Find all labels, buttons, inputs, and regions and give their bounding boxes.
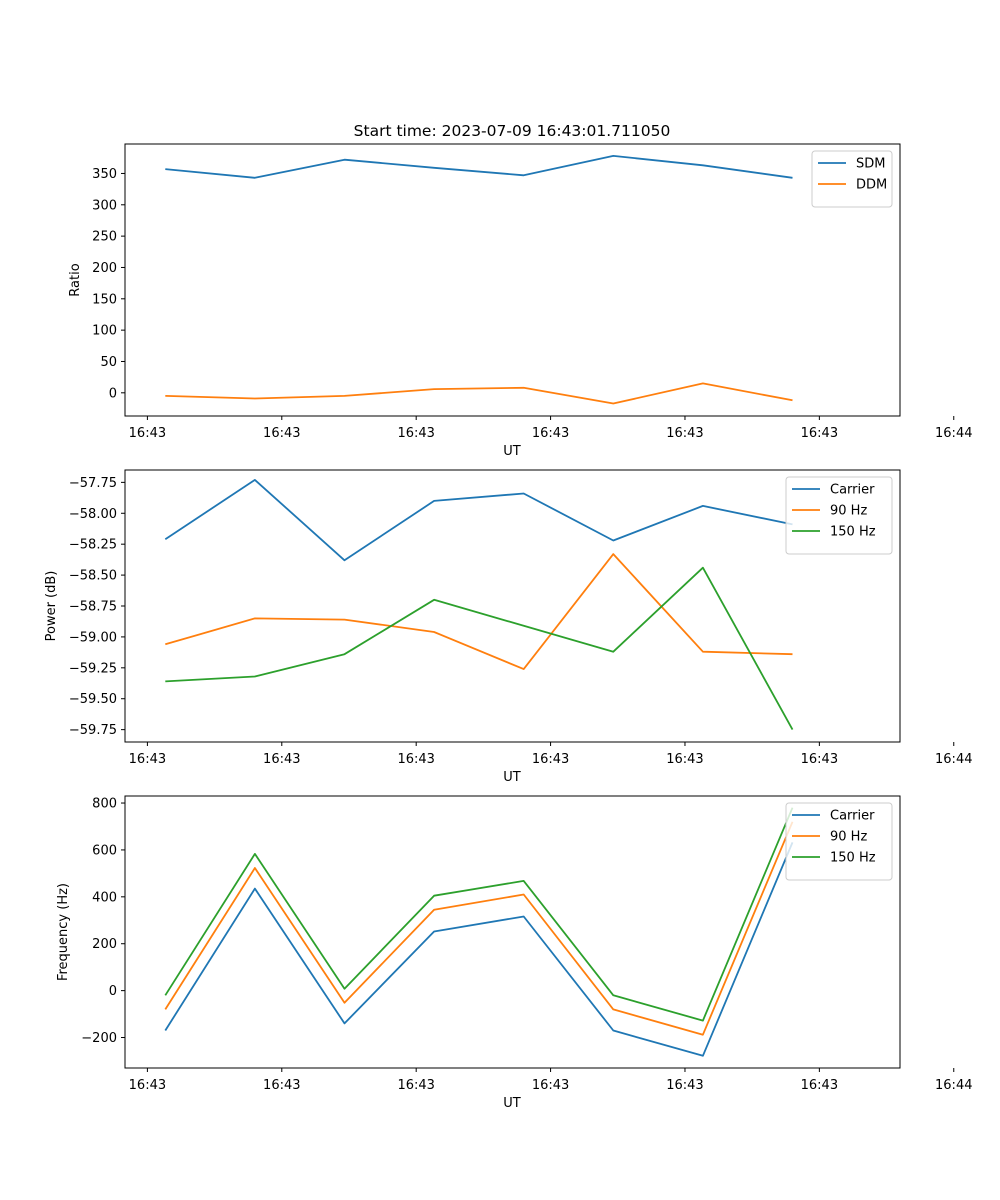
x-tick-label: 16:43	[801, 426, 838, 441]
y-axis-label: Ratio	[68, 263, 83, 296]
y-tick-label: −59.00	[69, 630, 117, 645]
x-tick-label: 16:44	[935, 752, 972, 767]
y-tick-label: −200	[81, 1031, 117, 1046]
chart-title: Start time: 2023-07-09 16:43:01.711050	[354, 122, 671, 140]
legend-entry-label: Carrier	[830, 483, 875, 498]
y-tick-label: −58.75	[69, 600, 117, 615]
y-tick-label: 200	[92, 937, 117, 952]
y-axis-label: Frequency (Hz)	[56, 883, 71, 981]
x-tick-label: 16:43	[801, 1078, 838, 1093]
y-tick-label: 300	[92, 198, 117, 213]
x-axis-label: UT	[503, 1096, 521, 1111]
x-tick-label: 16:43	[263, 752, 300, 767]
y-tick-label: −58.00	[69, 507, 117, 522]
series-line-90-hz	[165, 553, 793, 670]
legend: Carrier 90 Hz 150 Hz	[785, 476, 893, 555]
legend-entry-label: 150 Hz	[830, 525, 876, 540]
x-tick-label: 16:43	[129, 1078, 166, 1093]
legend-entry-label: 150 Hz	[830, 851, 876, 866]
axes-frame	[124, 143, 901, 417]
series-line-carrier	[164, 842, 794, 1057]
y-tick-label: 0	[109, 984, 117, 999]
legend-box	[785, 802, 893, 881]
series-line-150-hz	[165, 566, 794, 731]
x-tick-label: 16:43	[532, 752, 569, 767]
y-tick-label: −58.25	[69, 538, 117, 553]
series-line-ddm	[165, 382, 793, 405]
x-tick-label: 16:43	[666, 426, 703, 441]
y-tick-label: −59.25	[69, 661, 117, 676]
y-tick-label: −59.50	[69, 692, 117, 707]
legend-entry-label: DDM	[856, 178, 887, 193]
x-tick-label: 16:43	[129, 752, 166, 767]
legend-entry-label: Carrier	[830, 809, 875, 824]
y-tick-label: 200	[92, 261, 117, 276]
y-tick-label: 100	[92, 324, 117, 339]
x-tick-label: 16:43	[532, 1078, 569, 1093]
chart-panel-2: 16:43 16:43 16:43 16:43 16:43 16:43 16:44 −57.7…	[44, 469, 972, 785]
x-tick-label: 16:44	[935, 1078, 972, 1093]
y-axis-label: Power (dB)	[44, 571, 59, 642]
legend-entry-label: SDM	[856, 157, 885, 172]
y-tick-label: −59.75	[69, 723, 117, 738]
y-tick-label: −58.50	[69, 569, 117, 584]
axes-frame	[124, 795, 901, 1069]
x-tick-label: 16:43	[397, 426, 434, 441]
x-tick-label: 16:43	[666, 1078, 703, 1093]
x-tick-label: 16:44	[935, 426, 972, 441]
x-tick-label: 16:43	[263, 1078, 300, 1093]
y-tick-label: 150	[92, 292, 117, 307]
legend-entry-label: 90 Hz	[830, 504, 867, 519]
legend-box	[785, 476, 893, 555]
y-tick-label: 350	[92, 167, 117, 182]
x-axis-label: UT	[503, 770, 521, 785]
series-line-90-hz	[164, 821, 794, 1036]
y-tick-label: 800	[92, 797, 117, 812]
x-tick-label: 16:43	[129, 426, 166, 441]
x-tick-label: 16:43	[532, 426, 569, 441]
y-tick-label: 50	[100, 355, 117, 370]
series-line-carrier	[164, 478, 793, 562]
x-tick-label: 16:43	[397, 1078, 434, 1093]
x-axis-label: UT	[503, 444, 521, 459]
legend: SDM DDM	[811, 150, 893, 208]
y-tick-label: 0	[109, 386, 117, 401]
chart-panels: 16:43 16:43 16:43 16:43 16:43 16:43 16:44 0 50 10…	[44, 143, 972, 1111]
chart-panel-3: 16:43 16:43 16:43 16:43 16:43 16:43 16:44 −200 0…	[56, 795, 972, 1111]
legend: Carrier 90 Hz 150 Hz	[785, 802, 893, 881]
y-tick-label: 600	[92, 843, 117, 858]
x-tick-label: 16:43	[666, 752, 703, 767]
y-tick-label: 250	[92, 230, 117, 245]
series-line-sdm	[165, 154, 793, 179]
x-tick-label: 16:43	[397, 752, 434, 767]
series-line-150-hz	[164, 807, 794, 1022]
x-tick-label: 16:43	[263, 426, 300, 441]
legend-box	[811, 150, 893, 208]
legend-entry-label: 90 Hz	[830, 830, 867, 845]
y-tick-label: −57.75	[69, 476, 117, 491]
x-tick-label: 16:43	[801, 752, 838, 767]
y-tick-label: 400	[92, 890, 117, 905]
chart-panel-1: 16:43 16:43 16:43 16:43 16:43 16:43 16:44 0 50 10…	[68, 143, 972, 459]
